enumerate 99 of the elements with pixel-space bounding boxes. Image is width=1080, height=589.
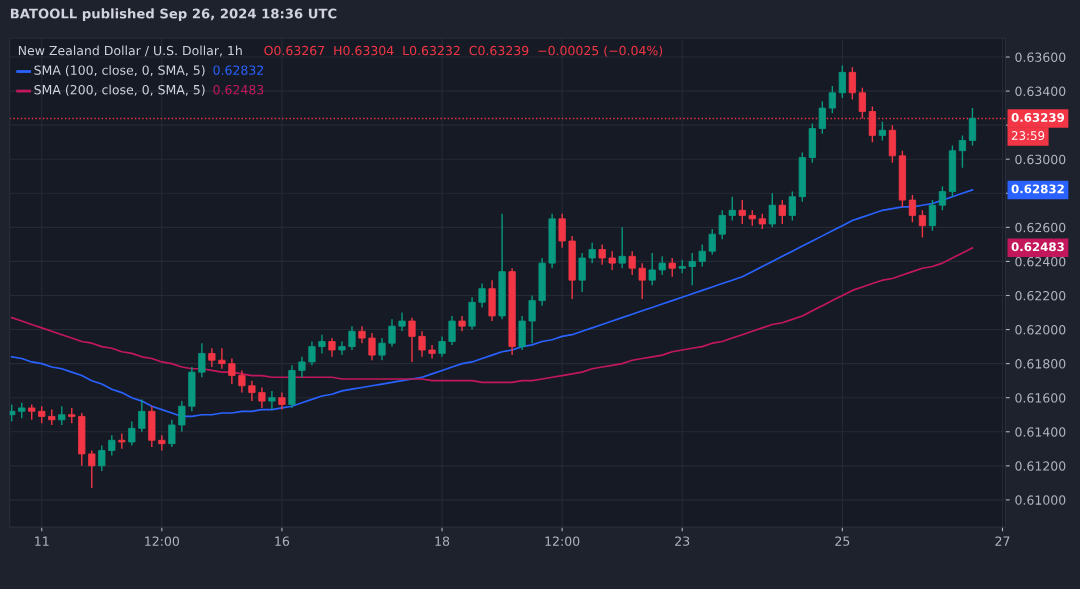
candlestick — [118, 432, 126, 450]
candlestick — [478, 282, 486, 309]
candlestick — [878, 121, 887, 142]
candlestick — [298, 356, 306, 378]
candlestick — [338, 340, 346, 356]
candlestick — [138, 398, 146, 433]
candlestick — [328, 337, 336, 358]
candlestick — [848, 66, 856, 101]
candlestick — [628, 250, 636, 276]
y-tick-label: 0.63000 — [1015, 154, 1066, 165]
x-tick-label: 23 — [675, 536, 690, 546]
candlestick — [208, 347, 216, 368]
x-tick-label: 25 — [835, 536, 850, 546]
text: 0.62832 — [1011, 184, 1064, 194]
candlestick — [588, 241, 596, 264]
candlestick — [378, 337, 386, 361]
candlestick — [648, 252, 656, 286]
candlestick — [268, 390, 276, 411]
candlestick — [828, 85, 836, 114]
x-tick-label: 11 — [35, 536, 49, 546]
candlestick — [238, 369, 246, 394]
candlestick — [308, 340, 316, 367]
y-tick-label: 0.62200 — [1015, 290, 1066, 301]
candlestick — [228, 357, 236, 385]
candlestick — [418, 330, 426, 358]
candlestick — [618, 226, 626, 269]
candlestick — [88, 449, 96, 489]
y-tick-label: 0.61200 — [1015, 461, 1066, 471]
candlestick — [448, 315, 456, 346]
candlestick — [248, 379, 256, 402]
candlestick — [578, 252, 586, 293]
y-tick-label: 0.63600 — [1015, 52, 1066, 62]
candlestick — [58, 405, 66, 426]
candlestick — [638, 262, 646, 300]
candlestick — [818, 100, 826, 135]
candlestick — [928, 199, 937, 232]
y-tick-label: 0.61600 — [1015, 393, 1066, 403]
candlestick — [908, 194, 917, 223]
annotation: O0.63267 H0.63304 L0.63232 C0.63239 −0.00025 (−0.04%) — [264, 45, 663, 57]
candlestick — [708, 228, 716, 256]
candlestick — [388, 318, 396, 348]
x-tick-label: 16 — [275, 536, 290, 546]
x-tick-label: 12:00 — [545, 536, 580, 546]
y-tick-label: 0.63400 — [1015, 86, 1066, 97]
candlestick — [128, 420, 136, 447]
candlestick — [728, 196, 736, 222]
candlestick — [718, 209, 726, 240]
candlestick — [318, 333, 326, 355]
y-tick-label: 0.62400 — [1015, 256, 1066, 267]
candlestick — [468, 296, 476, 331]
text: 23:59 — [1011, 131, 1045, 140]
annotation: 0.62483 — [213, 84, 264, 95]
x-tick-label: 27 — [995, 536, 1010, 546]
candlestick — [408, 316, 416, 363]
candlestick — [258, 386, 266, 409]
candlestick — [858, 86, 866, 120]
candlestick — [108, 434, 116, 457]
candlestick — [218, 347, 226, 370]
y-tick-label: 0.61800 — [1015, 359, 1066, 369]
text: New Zealand Dollar / U.S. Dollar, 1h — [18, 45, 242, 57]
text: 0.62483 — [1011, 242, 1064, 252]
candlestick — [968, 107, 977, 147]
candlestick — [778, 199, 786, 225]
candlestick — [178, 400, 186, 433]
candlestick — [738, 199, 746, 225]
candlestick — [688, 252, 696, 286]
candlestick — [398, 311, 406, 332]
candlestick — [698, 243, 706, 268]
candlestick — [438, 335, 446, 358]
candlestick — [558, 213, 566, 249]
candlestick — [168, 419, 176, 448]
candlestick — [368, 332, 376, 361]
annotation: 0.62832 — [213, 65, 264, 75]
legend-label: SMA (100, close, 0, SMA, 5) — [34, 65, 205, 77]
candlestick — [788, 190, 796, 222]
candlestick — [598, 243, 606, 266]
candlestick — [608, 250, 616, 271]
chart-subtitle: BATOOLL published Sep 26, 2024 18:36 UTC — [10, 8, 337, 22]
candlestick — [938, 185, 947, 212]
candlestick — [98, 444, 106, 472]
candlestick — [838, 64, 846, 99]
y-tick-label: 0.62000 — [1015, 325, 1066, 335]
candlestick — [958, 134, 967, 169]
y-tick-label: 0.61400 — [1015, 427, 1066, 437]
legend-label: SMA (200, close, 0, SMA, 5) — [34, 84, 205, 96]
x-tick-label: 12:00 — [145, 536, 180, 546]
x-tick-label: 18 — [435, 536, 450, 546]
candlestick — [768, 192, 776, 229]
candlestick — [348, 325, 356, 351]
candlestick — [428, 344, 436, 360]
candlestick — [658, 255, 666, 276]
y-tick-label: 0.61000 — [1015, 495, 1066, 505]
ref-line-label: 0.63239 — [1011, 113, 1065, 122]
candlestick — [528, 294, 536, 344]
candlestick — [198, 342, 206, 378]
candlestick — [918, 209, 927, 239]
y-tick-label: 0.62600 — [1015, 222, 1066, 233]
candlestick — [668, 257, 676, 278]
candlestick — [158, 434, 166, 452]
